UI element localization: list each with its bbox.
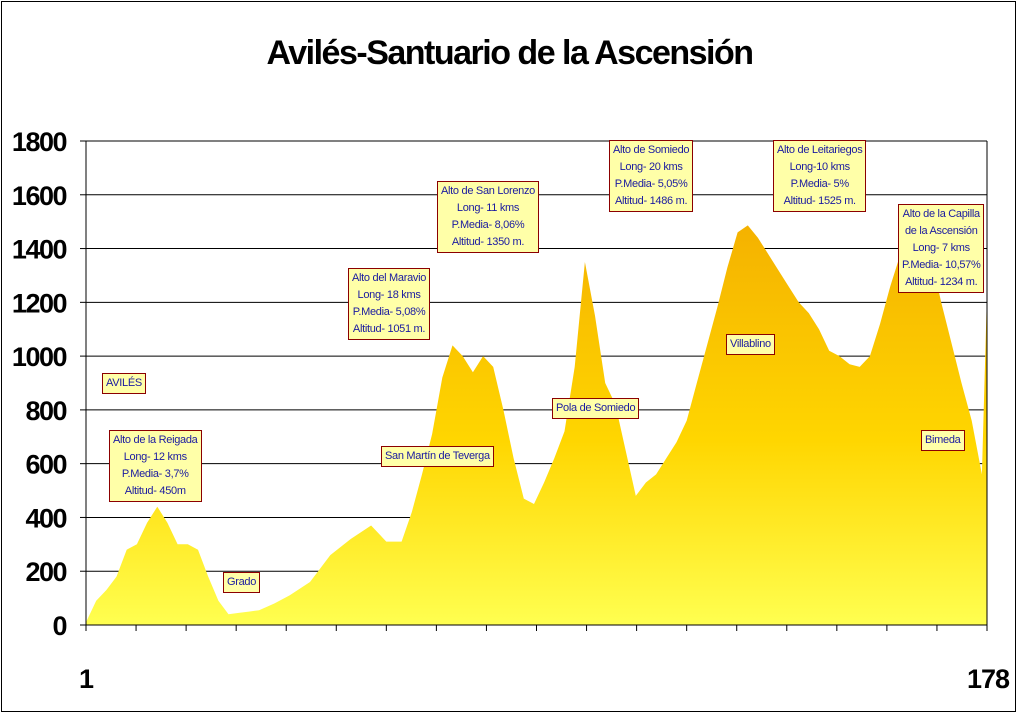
annotation-line: Altitud- 450m [124, 485, 186, 497]
annotation-line: Alto de la Reigada [113, 434, 198, 446]
annotation-box: Bimeda [921, 430, 965, 451]
annotation-line: Altitud- 1525 m. [783, 195, 857, 207]
annotation-line: Long- 12 kms [123, 451, 187, 463]
elevation-area [86, 214, 987, 625]
annotation-line: Altitud- 1051 m. [352, 323, 426, 335]
x-tick-label: 1 [79, 664, 94, 694]
y-tick-label: 0 [52, 611, 66, 641]
chart-title: Avilés-Santuario de la Ascensión [266, 34, 754, 72]
annotation-line: Long- 18 kms [357, 289, 421, 301]
annotation-line: Altitud- 1350 m. [451, 236, 525, 248]
annotation-line: Long- 20 kms [619, 161, 683, 173]
area-layer [86, 214, 987, 625]
annotation-line: Alto de la Capilla [902, 208, 980, 220]
annotation-line: Long- 11 kms [456, 202, 520, 214]
y-tick-label: 1000 [12, 342, 67, 372]
annotation-line: AVILÉS [106, 377, 142, 389]
annotation-line: P.Media- 3,7% [121, 468, 189, 480]
y-tick-label: 1800 [12, 127, 67, 157]
annotation-line: Alto de San Lorenzo [441, 185, 535, 197]
y-tick-label: 400 [25, 503, 66, 533]
annotation-box: Alto de Somiedo Long- 20 kms P.Media- 5,05… [609, 140, 694, 212]
annotation-box: Alto de la Reigada Long- 12 kms P.Media- 3… [109, 430, 202, 502]
annotation-line: Altitud- 1234 m. [905, 276, 978, 288]
annotation-line: Alto de Leitariegos [777, 144, 863, 156]
annotation-line: Alto de Somiedo [613, 144, 690, 156]
annotation-box: AVILÉS [102, 373, 146, 394]
x-tick-labels: 1 178 [79, 664, 1011, 694]
annotation-line: P.Media- 5,05% [614, 178, 688, 190]
annotation-line: Alto del Maravio [352, 272, 427, 284]
annotation-line: de la Ascensión [904, 225, 978, 237]
annotation-line: P.Media- 5% [790, 178, 850, 190]
y-tick-label: 200 [25, 557, 66, 587]
annotation-box: San Martín de Teverga [381, 446, 494, 467]
y-tick-label: 800 [25, 396, 66, 426]
annotation-line: San Martín de Teverga [385, 450, 490, 462]
annotation-line: Long- 7 kms [912, 242, 971, 254]
annotation-line: Pola de Somiedo [556, 402, 636, 414]
annotation-line: Grado [227, 576, 257, 588]
annotation-line: P.Media- 5,08% [352, 306, 426, 318]
annotation-line: Villablino [730, 338, 771, 350]
annotation-line: Long-10 kms [789, 161, 851, 173]
x-tick-label: 178 [967, 664, 1010, 694]
annotation-box: Alto de la Capilla de la Ascensión Long- 7… [898, 204, 985, 293]
y-tick-label: 1400 [12, 235, 67, 265]
annotation-line: P.Media- 10,57% [902, 259, 981, 271]
axes [80, 140, 988, 631]
y-tick-label: 1200 [12, 288, 67, 318]
annotation-box: Alto de Leitariegos Long-10 kms P.Media- 5… [773, 140, 867, 212]
annotation-box: Alto de San Lorenzo Long- 11 kms P.Media- … [437, 181, 539, 253]
y-tick-labels: 0 200 400 600 800 1000 1200 1400 1600 1800 [12, 127, 68, 641]
annotation-box: Villablino [726, 334, 775, 355]
annotation-box: Alto del Maravio Long- 18 kms P.Media- 5,0… [348, 268, 431, 340]
y-tick-label: 600 [25, 450, 66, 480]
annotation-line: Bimeda [925, 434, 961, 446]
y-tick-label: 1600 [12, 181, 67, 211]
annotation-line: P.Media- 8,06% [451, 219, 525, 231]
annotation-box: Pola de Somiedo [552, 398, 640, 419]
annotation-box: Grado [223, 572, 261, 593]
annotation-line: Altitud- 1486 m. [614, 195, 688, 207]
